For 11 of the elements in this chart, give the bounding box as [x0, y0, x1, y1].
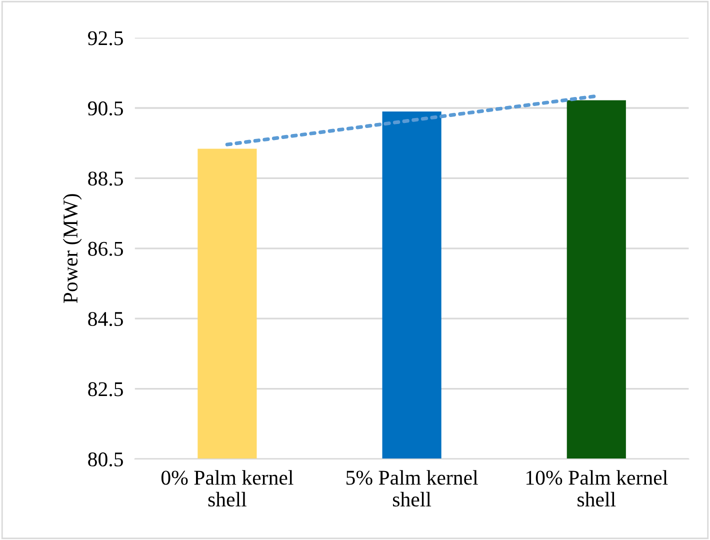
- y-tick-label: 92.5: [88, 31, 123, 46]
- y-tick-label: 80.5: [88, 452, 123, 467]
- y-axis-title: Power (MW): [62, 194, 82, 304]
- y-tick-label: 82.5: [88, 382, 123, 396]
- x-tick-label: 10% Palm kernel shell: [526, 470, 668, 507]
- x-tick-label: 5% Palm kernel shell: [346, 470, 478, 507]
- y-tick-label: 88.5: [88, 172, 123, 186]
- y-tick-label: 86.5: [88, 242, 123, 256]
- x-tick-label: 0% Palm kernel shell: [161, 470, 294, 507]
- y-tick-label: 84.5: [88, 312, 123, 326]
- y-tick-label: 90.5: [88, 101, 123, 116]
